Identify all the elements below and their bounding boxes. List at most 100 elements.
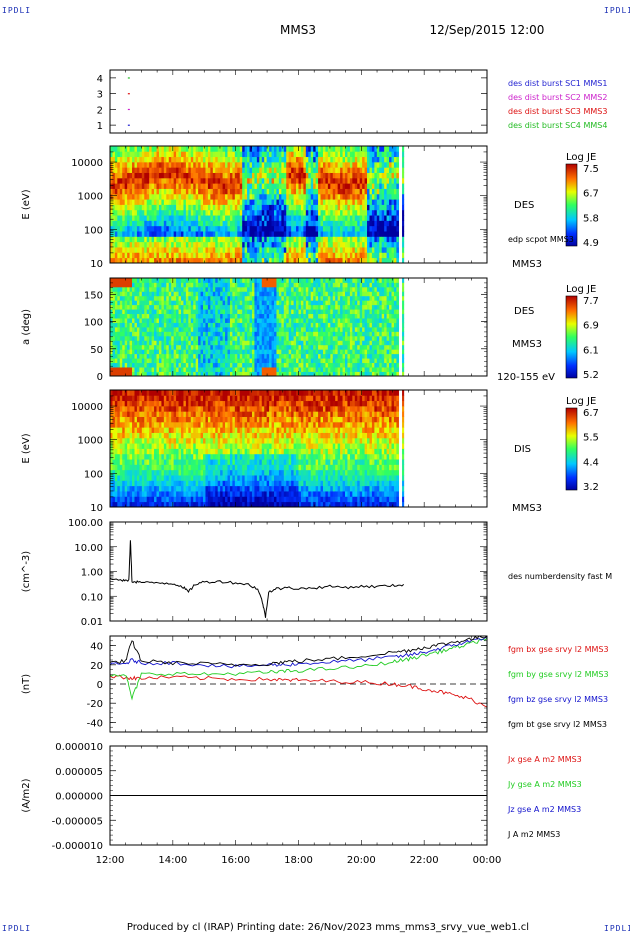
des_energy-cell <box>161 236 164 242</box>
des_pitch-cell <box>161 331 164 336</box>
des_pitch-cell <box>245 363 248 368</box>
des_energy-cell <box>191 247 194 253</box>
des_energy-ytick-label: 10000 <box>71 158 103 169</box>
des_energy-cell <box>176 210 179 216</box>
des_pitch-cell <box>279 340 282 345</box>
des_energy-cell <box>355 247 358 253</box>
des_pitch-cell <box>276 282 279 287</box>
des_energy-cell <box>382 167 385 173</box>
des_pitch-cell <box>144 331 147 336</box>
des_energy-cell <box>176 231 179 237</box>
des_energy-cell <box>291 231 294 237</box>
des_pitch-cell <box>115 323 118 328</box>
des_energy-cell <box>369 183 372 189</box>
des_energy-cell <box>166 226 169 232</box>
des_pitch-cell <box>198 287 201 292</box>
des_pitch-cell <box>159 358 162 363</box>
des_energy-cell <box>274 199 277 205</box>
des_pitch-cell <box>276 314 279 319</box>
des_pitch-cell <box>328 345 331 350</box>
des_energy-cell <box>374 226 377 232</box>
des_energy-cell <box>181 173 184 179</box>
des_energy-cell <box>230 151 233 157</box>
des_energy-cell <box>228 183 231 189</box>
des_energy-cell <box>210 157 213 163</box>
des_energy-cell <box>306 189 309 195</box>
des_pitch-cell <box>223 309 226 314</box>
des_pitch-cell <box>176 336 179 341</box>
des_energy-cell <box>154 242 157 248</box>
des_pitch-cell <box>276 331 279 336</box>
des_energy-cell <box>392 189 395 195</box>
des_pitch-cell <box>147 314 150 319</box>
des_energy-cell <box>132 236 135 242</box>
des_pitch-cell <box>308 323 311 328</box>
des_pitch-cell <box>338 323 341 328</box>
des_energy-cell <box>279 162 282 168</box>
des_energy-cell <box>220 231 223 237</box>
des_energy-cell <box>272 199 275 205</box>
des_energy-cell <box>372 247 375 253</box>
des_energy-cell <box>120 247 123 253</box>
des_pitch-cell <box>232 282 235 287</box>
des_energy-cell <box>205 242 208 248</box>
des_pitch-cell <box>240 354 243 359</box>
des_energy-cell <box>137 210 140 216</box>
des_pitch-cell <box>223 305 226 310</box>
des_energy-cell <box>242 210 245 216</box>
des_energy-cell <box>321 151 324 157</box>
des_energy-cell <box>333 178 336 184</box>
des_pitch-cell <box>196 327 199 332</box>
des_energy-cell <box>144 215 147 221</box>
des_energy-cell <box>147 226 150 232</box>
des_pitch-cell <box>171 331 174 336</box>
des_pitch-cell <box>242 349 245 354</box>
des_pitch-cell <box>174 331 177 336</box>
des_energy-cell <box>254 173 257 179</box>
des_energy-cell <box>230 167 233 173</box>
des_energy-cell <box>321 242 324 248</box>
des_pitch-cell <box>205 300 208 305</box>
des_energy-cell <box>360 151 363 157</box>
des_pitch-cell <box>247 291 250 296</box>
des_energy-cell <box>176 167 179 173</box>
des_pitch-cell <box>179 287 182 292</box>
des_energy-cell <box>198 205 201 211</box>
des_energy-cell <box>384 162 387 168</box>
des_pitch-cell <box>112 331 115 336</box>
des_pitch-cell <box>122 336 125 341</box>
des_pitch-cell <box>333 345 336 350</box>
des_pitch-cell <box>325 305 328 310</box>
des_pitch-cell <box>166 296 169 301</box>
des_pitch-cell <box>139 358 142 363</box>
des_pitch-cell <box>183 336 186 341</box>
des_pitch-cell <box>188 354 191 359</box>
des_energy-cell <box>245 247 248 253</box>
des_energy-cell <box>196 199 199 205</box>
des_energy-cell <box>382 210 385 216</box>
des_pitch-cell <box>294 300 297 305</box>
des_energy-cell <box>228 247 231 253</box>
des_energy-cell <box>377 215 380 221</box>
des_energy-cell <box>379 178 382 184</box>
des_energy-cell <box>335 199 338 205</box>
des_pitch-cell <box>240 345 243 350</box>
des_energy-cell <box>284 146 287 152</box>
des_energy-cell <box>394 157 397 163</box>
des_energy-cell <box>176 215 179 221</box>
des_energy-cell <box>281 210 284 216</box>
des_pitch-cell <box>201 291 204 296</box>
des_pitch-cell <box>169 314 172 319</box>
des_pitch-cell <box>154 327 157 332</box>
des_pitch-cell <box>306 278 309 283</box>
des_energy-cell <box>220 162 223 168</box>
des_pitch-cell <box>294 291 297 296</box>
des_energy-cell <box>191 157 194 163</box>
des_energy-cell <box>250 173 253 179</box>
des_pitch-cell <box>225 367 228 372</box>
des_pitch-cell <box>125 318 128 323</box>
des_pitch-cell <box>321 336 324 341</box>
des_energy-cell <box>154 215 157 221</box>
des_pitch-cell <box>242 340 245 345</box>
des_energy-cell <box>269 173 272 179</box>
